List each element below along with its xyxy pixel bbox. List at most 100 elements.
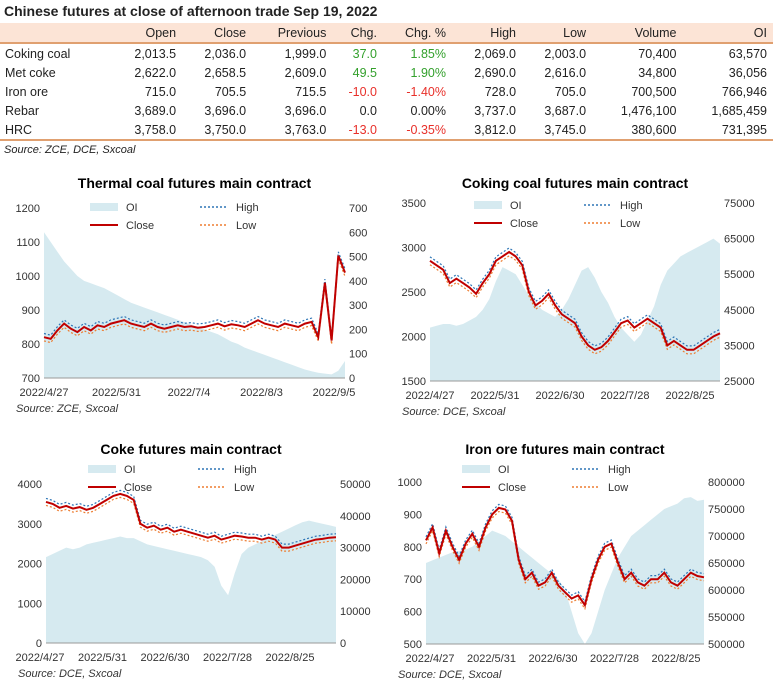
column-header: Volume (592, 23, 683, 43)
cell-open: 3,758.0 (112, 120, 183, 141)
y-tick-label: 2000 (402, 332, 426, 344)
legend-high-label: High (236, 202, 259, 214)
y-tick-label: 600 (404, 607, 422, 619)
y2-tick-label: 10000 (340, 606, 371, 618)
x-tick-label: 2022/8/25 (266, 652, 315, 664)
legend-oi-swatch (90, 203, 118, 211)
x-tick-label: 2022/4/27 (406, 653, 455, 665)
cell-prev: 2,609.0 (284, 65, 327, 80)
table-row: Met coke 2,622.0 2,658.5 2,609.0 49.5 1.90% 2,… (0, 63, 773, 82)
cell-prev: 3,696.0 (284, 103, 327, 118)
y-tick-label: 800 (22, 339, 40, 351)
y2-tick-label: 500000 (708, 639, 745, 651)
y-tick-label: 1200 (16, 203, 40, 215)
chart-title: Coking coal futures main contract (462, 175, 689, 191)
cell-chg: -13.0 (332, 120, 383, 141)
y-tick-label: 3000 (18, 519, 42, 531)
cell-vol: 1,476,100 (620, 103, 677, 118)
chart-source: Source: ZCE, Sxcoal (16, 403, 119, 415)
y2-tick-label: 20000 (340, 574, 371, 586)
x-tick-label: 2022/8/25 (666, 390, 715, 402)
cell-chg: 49.5 (352, 65, 377, 80)
coke-chart: Coke futures main contract 0 1000 2000 3000 4… (16, 441, 371, 680)
cell-high: 728.0 (484, 84, 517, 99)
x-tick-label: 2022/5/31 (78, 652, 127, 664)
cell-chgp: -1.40% (406, 84, 446, 99)
cell-high: 2,069.0 (451, 42, 523, 63)
y2-tick-label: 35000 (724, 340, 755, 352)
cell-name: Iron ore (5, 84, 49, 99)
y-tick-label: 2500 (402, 287, 426, 299)
x-tick-label: 2022/9/5 (313, 387, 356, 399)
x-tick-label: 2022/7/28 (601, 390, 650, 402)
cell-prev: 3,763.0 (252, 120, 333, 141)
cell-high: 3,737.0 (474, 103, 517, 118)
y-tick-label: 500 (404, 639, 422, 651)
x-tick-label: 2022/6/30 (536, 390, 585, 402)
thermal-coal-chart: Thermal coal futures main contract 700 800… (16, 175, 368, 415)
legend-low-label: Low (608, 482, 628, 494)
column-header: OI (682, 23, 773, 43)
x-tick-label: 2022/8/25 (652, 653, 701, 665)
y-tick-label: 700 (22, 373, 40, 385)
x-tick-label: 2022/7/28 (590, 653, 639, 665)
close-line (425, 506, 705, 608)
iron-ore-chart: Iron ore futures main contract 500 600 700 8… (398, 441, 745, 681)
cell-chgp: 1.85% (382, 42, 452, 63)
x-tick-label: 2022/8/3 (240, 387, 283, 399)
y2-tick-label: 750000 (708, 504, 745, 516)
cell-prev: 1,999.0 (252, 42, 333, 63)
table-row: HRC 3,758.0 3,750.0 3,763.0 -13.0 -0.35% 3,812… (0, 120, 773, 141)
legend-close-label: Close (510, 218, 538, 230)
legend-low-label: Low (620, 218, 640, 230)
cell-oi: 766,946 (721, 84, 767, 99)
x-tick-label: 2022/7/4 (168, 387, 211, 399)
low-line (43, 259, 346, 345)
y2-tick-label: 0 (340, 638, 346, 650)
cell-vol: 380,600 (592, 120, 683, 141)
cell-name: Met coke (5, 65, 56, 80)
y-tick-label: 800 (404, 542, 422, 554)
column-header (0, 23, 113, 43)
table-row: Iron ore 715.0 705.5 715.5 -10.0 -1.40% 728.0 7… (0, 82, 773, 101)
legend-high-label: High (608, 464, 631, 476)
y2-tick-label: 40000 (340, 511, 371, 523)
y2-tick-label: 700 (349, 203, 367, 215)
y-tick-label: 0 (36, 638, 42, 650)
oi-area (426, 497, 704, 644)
table-row: Coking coal 2,013.5 2,036.0 1,999.0 37.0 1.85… (0, 42, 773, 63)
chart-source: Source: DCE, Sxcoal (18, 668, 122, 680)
cell-chg: 37.0 (332, 42, 383, 63)
cell-oi: 36,056 (728, 65, 767, 80)
close-line (43, 255, 346, 341)
cell-name: HRC (0, 120, 113, 141)
y-tick-label: 1500 (402, 376, 426, 388)
legend-oi-swatch (462, 465, 490, 473)
low-line (429, 255, 721, 355)
cell-chg: 0.0 (359, 103, 377, 118)
cell-low: 2,003.0 (522, 42, 593, 63)
cell-close: 3,750.0 (182, 120, 253, 141)
y2-tick-label: 500 (349, 252, 367, 264)
legend-high-label: High (620, 200, 643, 212)
cell-oi: 731,395 (682, 120, 773, 141)
y-tick-label: 1000 (16, 271, 40, 283)
column-header: High (451, 23, 523, 43)
y2-tick-label: 65000 (724, 234, 755, 246)
x-tick-label: 2022/5/31 (467, 653, 516, 665)
y2-tick-label: 650000 (708, 558, 745, 570)
cell-vol: 34,800 (638, 65, 677, 80)
page-title: Chinese futures at close of afternoon tr… (4, 3, 378, 19)
legend-oi-label: OI (510, 200, 522, 212)
cell-close: 705.5 (214, 84, 247, 99)
cell-high: 2,690.0 (474, 65, 517, 80)
x-tick-label: 2022/5/31 (92, 387, 141, 399)
table-body: Coking coal 2,013.5 2,036.0 1,999.0 37.0 1.85… (0, 42, 773, 141)
cell-open: 2,013.5 (112, 42, 183, 63)
legend-oi-label: OI (126, 202, 138, 214)
table-row: Rebar 3,689.0 3,696.0 3,696.0 0.0 0.00% 3,737.… (0, 101, 773, 120)
x-tick-label: 2022/4/27 (406, 390, 455, 402)
x-tick-label: 2022/7/28 (203, 652, 252, 664)
column-header: Close (182, 23, 253, 43)
column-header: Open (112, 23, 183, 43)
